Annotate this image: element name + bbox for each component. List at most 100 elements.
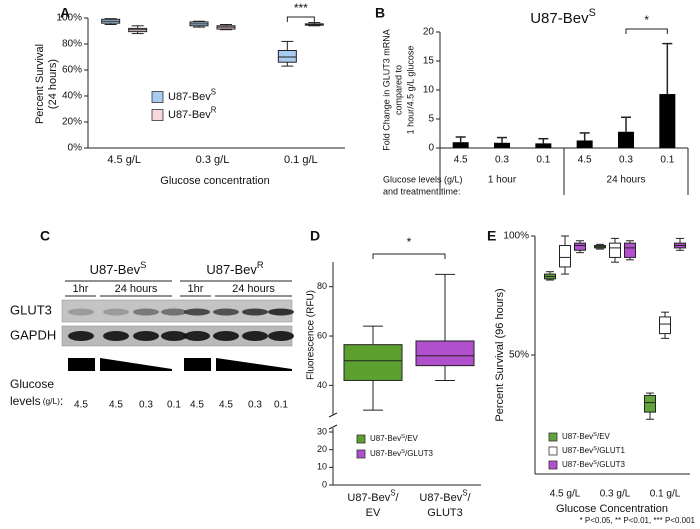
- group-header-part: S: [140, 260, 146, 270]
- bar: [659, 94, 676, 148]
- axis-break: [328, 424, 338, 430]
- lane-label: 4.5: [219, 400, 233, 411]
- glucose-label: Glucose: [10, 377, 54, 391]
- legend-label-part: U87-Bev: [562, 446, 593, 455]
- legend-label-part: U87-Bev: [370, 434, 401, 443]
- y-tick-label: 0: [428, 143, 434, 154]
- footnote: * P<0.05, ** P<0.01, *** P<0.001: [580, 516, 696, 525]
- glucose-label-part: levels: [10, 394, 41, 408]
- y-axis-label: Fluorescence (RFU): [306, 290, 317, 380]
- lane-label: 0.3: [139, 400, 153, 411]
- glucose-label-part: (g/L): [43, 396, 60, 406]
- y-tick-label: 60: [317, 330, 327, 340]
- x-tick-label: 0.1 g/L: [284, 154, 318, 166]
- time-label: 1hr: [73, 283, 89, 295]
- y-tick-label: 0: [322, 479, 327, 489]
- lane-label: 4.5: [109, 400, 123, 411]
- time-label: 24 hours: [115, 283, 158, 295]
- x-tick-label-part: EV: [366, 507, 381, 519]
- x-tick-label: U87-BevS/: [419, 489, 471, 504]
- row-label: GLUT3: [10, 302, 52, 317]
- x-tick-label: EV: [366, 507, 381, 519]
- legend-label-part: U87-Bev: [562, 460, 593, 469]
- legend-label: U87-BevS/GLUT3: [562, 459, 626, 469]
- x-tick-label: 4.5: [454, 155, 468, 166]
- chart-title-part: U87-Bev: [530, 10, 589, 27]
- blot-band: [161, 308, 187, 316]
- panel-label: E: [487, 228, 496, 244]
- box: [415, 340, 475, 367]
- bar: [618, 131, 634, 148]
- blot-band: [133, 331, 159, 341]
- time-label: 24 hours: [232, 283, 275, 295]
- box: [609, 242, 621, 258]
- x-tick-label: 4.5 g/L: [550, 489, 581, 500]
- blot-band: [268, 331, 294, 341]
- blot-band: [103, 308, 129, 316]
- blot-band: [184, 331, 210, 341]
- row-label: Glucose levels (g/L): [383, 174, 463, 184]
- box: [574, 242, 586, 251]
- time-label: 1hr: [188, 283, 204, 295]
- blot-band: [213, 331, 239, 341]
- x-tick-label-part: U87-Bev: [347, 492, 390, 504]
- legend-label-part: S: [211, 88, 216, 97]
- group-header-part: U87-Bev: [206, 262, 257, 277]
- panel-label: C: [40, 228, 50, 244]
- legend-swatch: [356, 449, 366, 459]
- glucose-label: levels (g/L):: [10, 394, 63, 408]
- y-tick-label: 40%: [62, 91, 82, 102]
- x-tick-label-part: S: [390, 489, 395, 498]
- row-label: GAPDH: [10, 327, 56, 342]
- legend-label-part: U87-Bev: [370, 449, 401, 458]
- blot-band: [242, 308, 268, 316]
- group-label: 24 hours: [607, 175, 646, 186]
- chart-title: U87-BevS: [530, 7, 596, 27]
- legend-label: U87-BevS/GLUT1: [562, 445, 626, 455]
- legend-label-part: S: [593, 459, 597, 465]
- x-axis-label: Glucose concentration: [160, 175, 269, 187]
- y-tick-label: 40: [317, 380, 327, 390]
- x-tick-label: 0.3 g/L: [600, 489, 631, 500]
- chart-title-part: S: [589, 7, 596, 19]
- significance-bracket: [372, 253, 446, 259]
- axis-break: [328, 412, 338, 418]
- y-tick-label: 10: [423, 85, 435, 96]
- blot-band: [268, 308, 294, 316]
- lane-label: 0.3: [248, 400, 262, 411]
- x-tick-label: 0.1: [660, 155, 674, 166]
- y-tick-label: 5: [428, 114, 434, 125]
- legend-swatch: [548, 432, 558, 442]
- y-axis-label: (24 hours): [47, 59, 59, 109]
- y-axis-label: Fold Change in GLUT3 mRNA: [381, 29, 391, 151]
- x-tick-label: 0.3 g/L: [196, 154, 230, 166]
- blot-band: [68, 308, 94, 316]
- x-tick-label: 4.5: [578, 155, 592, 166]
- legend-label-part: /EV: [405, 434, 419, 443]
- y-tick-label: 20: [423, 27, 435, 38]
- legend-swatch: [548, 460, 558, 470]
- y-axis-label: Percent Survival (96 hours): [494, 288, 506, 421]
- x-tick-label: 0.1 g/L: [650, 489, 681, 500]
- x-tick-label: 0.3: [619, 155, 633, 166]
- significance-label: *: [644, 13, 649, 27]
- group-header-part: U87-Bev: [90, 262, 141, 277]
- box: [644, 394, 656, 413]
- legend-label-part: /GLUT1: [597, 446, 626, 455]
- legend-swatch: [356, 434, 366, 444]
- significance-label: *: [407, 235, 412, 249]
- lane-label: 0.1: [274, 400, 288, 411]
- y-tick-label: 20: [317, 444, 327, 454]
- legend-label: U87-BevS: [168, 88, 216, 103]
- y-tick-label: 10: [317, 462, 327, 472]
- row-label: and treatment time:: [383, 186, 461, 196]
- y-tick-label: 80%: [62, 39, 82, 50]
- blot-band: [133, 308, 159, 316]
- box: [343, 344, 403, 381]
- y-tick-label: 60%: [62, 65, 82, 76]
- significance-bracket: [625, 28, 668, 34]
- bar: [494, 142, 510, 148]
- box: [624, 242, 636, 258]
